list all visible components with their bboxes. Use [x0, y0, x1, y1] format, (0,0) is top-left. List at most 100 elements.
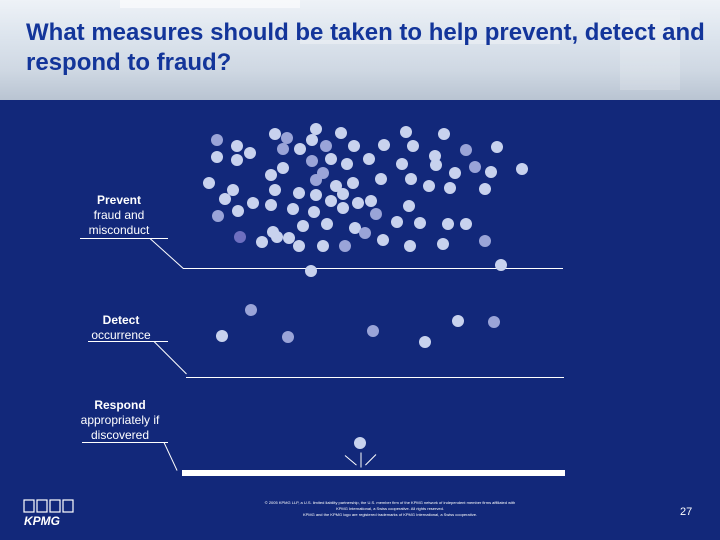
prevent-slope	[149, 238, 184, 269]
dot-51	[265, 199, 277, 211]
dot-58	[308, 206, 320, 218]
dot-40	[516, 163, 528, 175]
dot-20	[491, 141, 503, 153]
dot-76	[317, 240, 329, 252]
dot-25	[363, 153, 375, 165]
dot-29	[430, 159, 442, 171]
dot-6	[269, 128, 281, 140]
dot-27	[396, 158, 408, 170]
detect-underline	[88, 341, 168, 342]
prevent-underline	[80, 238, 168, 239]
dot-49	[247, 197, 259, 209]
dot-9	[306, 134, 318, 146]
respond-label: Respond appropriately if discovered	[72, 398, 168, 443]
dot-38	[449, 167, 461, 179]
dot-42	[269, 184, 281, 196]
dot-65	[349, 222, 361, 234]
dot-57	[287, 203, 299, 215]
kpmg-logo: KPMG	[22, 498, 78, 528]
dot-63	[321, 218, 333, 230]
respond-underline	[82, 442, 168, 443]
dot-67	[359, 227, 371, 239]
dot-43	[293, 187, 305, 199]
respond-label-bold: Respond	[94, 398, 146, 412]
dot-73	[271, 231, 283, 243]
dot-36	[375, 173, 387, 185]
footer-line-3: KPMG and the KPMG logo are registered tr…	[302, 512, 478, 517]
dot-82	[305, 265, 317, 277]
impact-ray-left	[344, 455, 357, 466]
dot-84	[245, 304, 257, 316]
dot-78	[377, 234, 389, 246]
impact-ray-right	[365, 454, 377, 466]
dot-10	[335, 127, 347, 139]
dot-81	[479, 235, 491, 247]
dot-7	[281, 132, 293, 144]
dot-88	[419, 336, 431, 348]
dot-59	[337, 202, 349, 214]
dot-33	[310, 174, 322, 186]
dot-70	[460, 218, 472, 230]
dot-54	[365, 195, 377, 207]
copyright-footer: © 2005 KPMG LLP, a U.S. limited liabilit…	[200, 500, 580, 518]
dot-37	[405, 173, 417, 185]
dot-86	[282, 331, 294, 343]
dot-15	[378, 139, 390, 151]
dot-45	[337, 188, 349, 200]
dot-5	[231, 154, 243, 166]
dot-77	[339, 240, 351, 252]
dot-19	[460, 144, 472, 156]
dot-30	[265, 169, 277, 181]
dot-18	[407, 140, 419, 152]
dot-53	[352, 197, 364, 209]
dot-68	[414, 217, 426, 229]
footer-line-2: KPMG International, a Swiss cooperative.…	[336, 506, 444, 511]
dot-13	[320, 140, 332, 152]
dot-44	[310, 189, 322, 201]
dot-26	[341, 158, 353, 170]
dot-17	[438, 128, 450, 140]
dot-46	[423, 180, 435, 192]
detect-label: Detect occurrence	[74, 313, 168, 343]
header-banner: What measures should be taken to help pr…	[0, 0, 720, 100]
dot-48	[479, 183, 491, 195]
detect-line	[186, 377, 564, 378]
dot-4	[244, 147, 256, 159]
impact-ray-center	[360, 452, 362, 468]
dot-89	[452, 315, 464, 327]
dot-2	[211, 151, 223, 163]
dot-3	[231, 140, 243, 152]
dot-1	[211, 134, 223, 146]
dot-8	[310, 123, 322, 135]
dot-28	[469, 161, 481, 173]
logo-text: KPMG	[24, 514, 60, 528]
page-number: 27	[680, 506, 693, 518]
prevent-label: Prevent fraud and misconduct	[70, 193, 168, 238]
dot-64	[297, 220, 309, 232]
footer-line-1: © 2005 KPMG LLP, a U.S. limited liabilit…	[264, 500, 516, 505]
dot-39	[485, 166, 497, 178]
dot-24	[277, 162, 289, 174]
dot-80	[437, 238, 449, 250]
dot-74	[283, 232, 295, 244]
detect-label-bold: Detect	[102, 313, 140, 327]
dot-87	[367, 325, 379, 337]
dot-22	[306, 155, 318, 167]
dot-91	[354, 437, 366, 449]
prevent-label-text: fraud and misconduct	[88, 208, 150, 237]
dot-41	[227, 184, 239, 196]
dot-47	[444, 182, 456, 194]
dot-69	[442, 218, 454, 230]
dot-79	[404, 240, 416, 252]
detect-label-text: occurrence	[91, 328, 151, 342]
dot-14	[348, 140, 360, 152]
dot-71	[234, 231, 246, 243]
dot-16	[400, 126, 412, 138]
dot-75	[293, 240, 305, 252]
dot-56	[212, 210, 224, 222]
dot-12	[294, 143, 306, 155]
dot-11	[277, 143, 289, 155]
dot-85	[216, 330, 228, 342]
dot-52	[325, 195, 337, 207]
dot-61	[403, 200, 415, 212]
